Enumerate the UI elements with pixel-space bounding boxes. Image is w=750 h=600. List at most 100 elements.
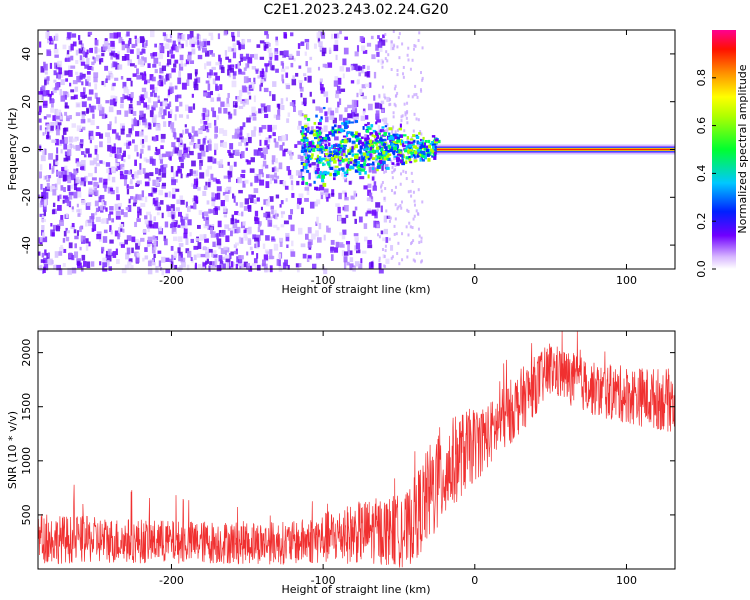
spectrogram-cell: [361, 168, 365, 172]
spectrogram-cell: [388, 136, 392, 140]
spectrogram-cell: [109, 225, 112, 232]
spectrogram-cell: [310, 148, 314, 151]
spectrogram-cell: [303, 168, 308, 174]
spectrogram-cell: [68, 70, 73, 77]
spectrogram-cell: [94, 92, 98, 99]
spectrogram-cell: [81, 151, 85, 155]
spectrogram-cell: [350, 121, 354, 124]
spectrogram-cell: [319, 139, 324, 142]
spectrogram-cell: [54, 35, 59, 41]
spectrogram-cell: [95, 132, 101, 136]
spectrogram-cell: [206, 200, 210, 205]
spectrogram-cell: [80, 75, 86, 79]
spectrogram-cell: [340, 88, 346, 92]
spectrogram-cell: [414, 159, 418, 162]
spectrogram-cell: [105, 207, 108, 212]
spectrogram-cell: [218, 161, 223, 168]
spectrogram-cell: [316, 148, 321, 151]
spectrogram-cell: [83, 51, 88, 57]
spectrogram-cell: [402, 144, 407, 148]
spectrogram-cell: [93, 181, 99, 187]
spectrogram-cell: [139, 153, 142, 159]
spectrogram-cell: [68, 242, 73, 249]
spectrogram-cell: [238, 105, 244, 109]
spectrogram-cell: [399, 123, 402, 128]
spectrogram-cell: [355, 242, 361, 250]
spectrogram-cell: [300, 243, 306, 248]
spectrogram-cell: [139, 75, 143, 79]
spectrogram-cell: [274, 55, 279, 61]
spectrogram-cell: [124, 43, 130, 49]
spectrogram-cell: [259, 56, 265, 60]
spectrogram-cell: [268, 60, 273, 66]
spectrogram-cell: [377, 41, 383, 48]
spectrogram-cell: [406, 208, 409, 212]
spectrogram-cell: [232, 71, 237, 76]
spectrogram-cell: [350, 80, 355, 84]
spectrogram-cell: [433, 148, 438, 151]
spectrogram-cell: [232, 193, 235, 199]
spectrogram-cell: [45, 31, 50, 39]
spectrogram-cell: [286, 166, 290, 171]
spectrogram-cell: [233, 244, 237, 248]
spectrogram-cell: [177, 165, 181, 172]
spectrogram-cell: [130, 49, 134, 54]
spectrogram-cell: [175, 188, 180, 192]
spectrogram-cell: [173, 221, 178, 228]
spectrogram-cell: [130, 98, 133, 104]
spectrogram-cell: [98, 206, 103, 212]
spectrogram-cell: [240, 151, 245, 159]
spectrogram-cell: [421, 145, 426, 148]
spectrogram-cell: [161, 164, 164, 170]
spectrogram-cell: [347, 250, 353, 256]
spectrogram-cell: [266, 41, 270, 46]
spectrogram-cell: [247, 238, 251, 245]
spectrogram-cell: [187, 73, 192, 80]
spectrogram-cell: [174, 147, 179, 154]
spectrogram-cell: [357, 156, 361, 160]
spectrogram-cell: [197, 130, 203, 134]
spectrogram-cell: [428, 151, 432, 156]
spectrogram-cell: [130, 178, 133, 185]
spectrogram-cell: [242, 56, 247, 61]
spectrogram-cell: [216, 186, 222, 192]
spectrogram-cell: [55, 128, 60, 136]
spectrogram-cell: [399, 204, 402, 208]
spectrogram-cell: [377, 59, 380, 63]
spectrogram-cell: [209, 50, 214, 55]
spectrogram-cell: [266, 144, 270, 150]
spectrogram-cell: [139, 139, 143, 145]
spectrogram-cell: [73, 94, 78, 100]
spectrogram-cell: [342, 144, 347, 147]
spectrogram-cell: [297, 154, 302, 160]
spectrogram-cell: [316, 144, 320, 149]
spectrogram-cell: [40, 66, 45, 73]
spectrogram-cell: [79, 55, 83, 61]
spectrogram-cell: [285, 134, 288, 141]
spectrogram-cell: [75, 112, 81, 117]
spectrogram-cell: [165, 151, 171, 157]
spectrogram-cell: [193, 178, 199, 186]
spectrogram-cell: [334, 148, 338, 152]
spectrogram-cell: [386, 164, 389, 168]
spectrogram-cell: [404, 111, 407, 115]
spectrogram-cell: [66, 200, 72, 207]
spectrogram-cell: [219, 84, 223, 91]
spectrogram-cell: [396, 162, 400, 166]
spectrogram-cell: [207, 83, 211, 91]
spectrogram-cell: [367, 103, 373, 111]
spectrogram-cell: [250, 182, 253, 187]
spectrogram-cell: [271, 155, 276, 163]
spectrogram-cell: [421, 155, 425, 159]
spectrogram-cell: [192, 103, 196, 110]
spectrogram-cell: [377, 233, 380, 237]
spectrogram-cell: [266, 34, 269, 39]
spectrogram-cell: [263, 147, 268, 155]
spectrogram-cell: [283, 148, 289, 152]
spectrogram-cell: [393, 44, 396, 48]
spectrogram-cell: [317, 141, 322, 145]
spectrogram-cell: [219, 59, 222, 65]
spectrogram-cell: [432, 145, 435, 150]
spectrogram-cell: [165, 257, 170, 262]
spectrogram-cell: [189, 141, 194, 146]
